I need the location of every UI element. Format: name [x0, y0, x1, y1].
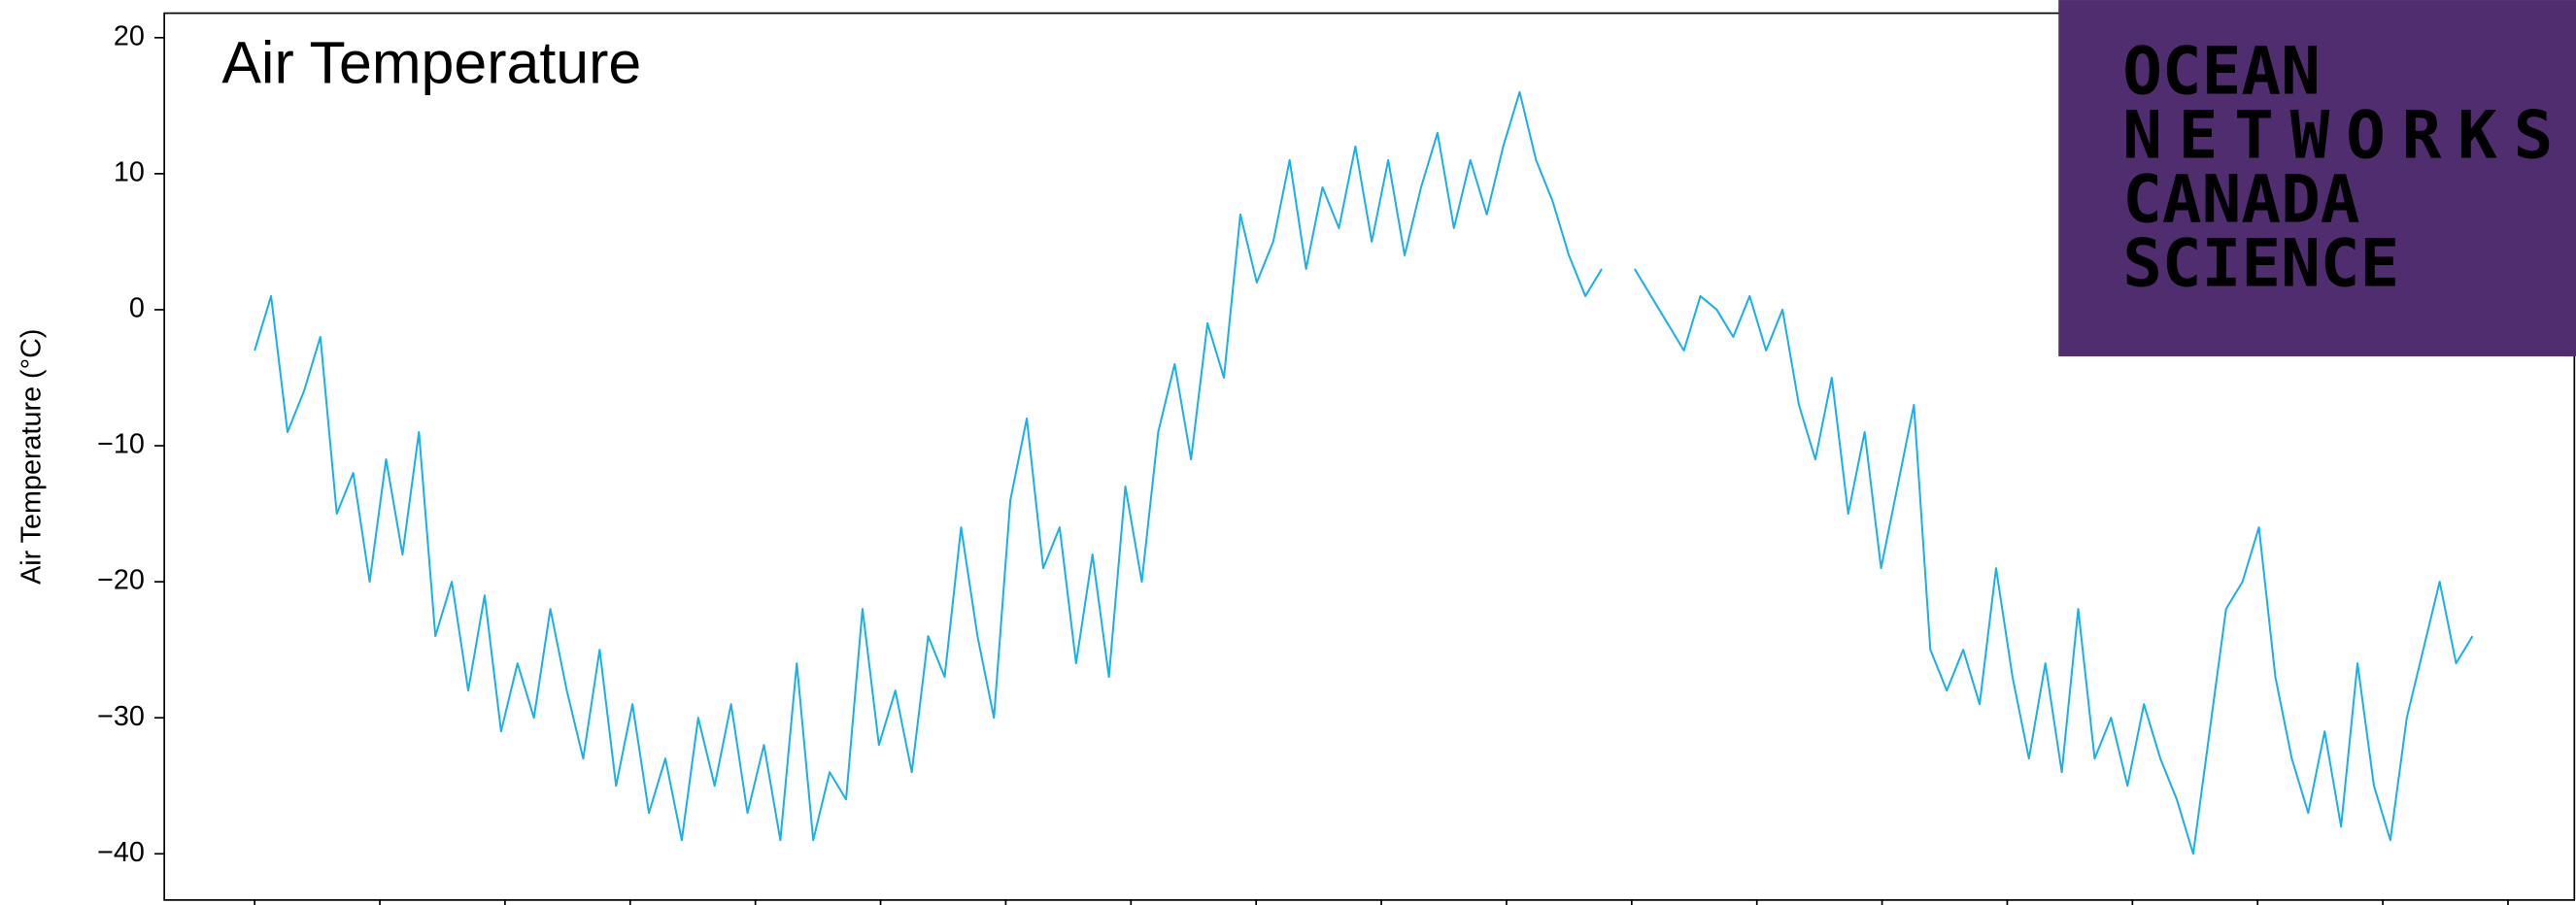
- y-tick-label: −20: [97, 565, 145, 596]
- y-tick-label: 10: [114, 156, 145, 187]
- y-tick-label: −10: [97, 429, 145, 460]
- y-tick-label: −40: [97, 837, 145, 868]
- y-tick-label: 0: [129, 293, 145, 324]
- logo-text: SCIENCE: [2122, 224, 2399, 301]
- chart-title: Air Temperature: [221, 29, 641, 95]
- plot-frame: [163, 12, 2576, 901]
- y-axis-label: Air Temperature (°C): [16, 329, 47, 585]
- data-line: [254, 90, 2474, 855]
- logo-text: OCEAN: [2122, 32, 2321, 109]
- y-tick-label: 20: [114, 20, 145, 51]
- logo-background: [2058, 0, 2576, 357]
- logo-text: CANADA: [2122, 160, 2359, 237]
- y-tick-label: −30: [97, 701, 145, 732]
